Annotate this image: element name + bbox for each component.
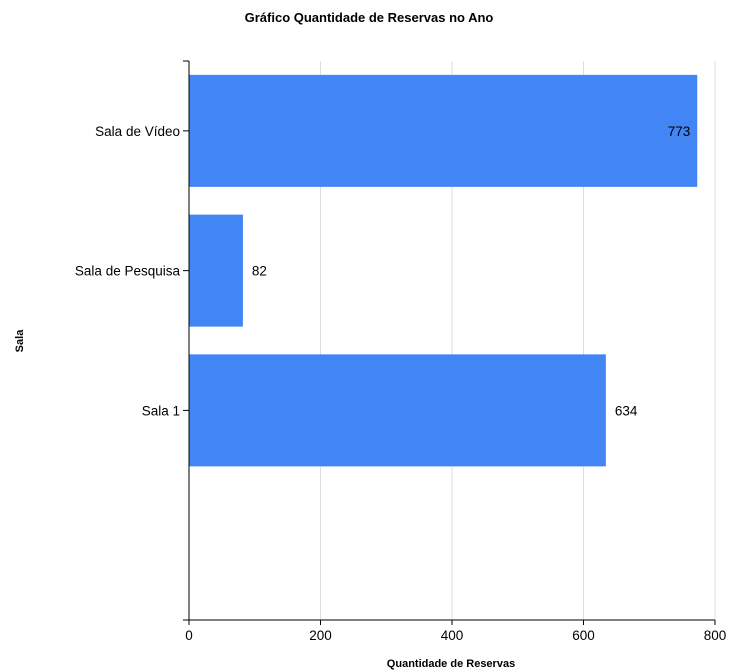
x-tick-label: 200	[309, 628, 332, 643]
x-axis-ticks: 0 200 400 600 800	[185, 620, 726, 643]
bar-0	[189, 74, 698, 187]
x-tick-label: 800	[704, 628, 727, 643]
y-tick-label: Sala 1	[142, 403, 180, 418]
x-tick-label: 600	[572, 628, 595, 643]
x-tick-label: 400	[441, 628, 464, 643]
x-axis-title: Quantidade de Reservas	[387, 658, 515, 670]
bar-2	[189, 354, 606, 467]
x-tick-label: 0	[185, 628, 193, 643]
y-tick-label: Sala de Pesquisa	[75, 264, 181, 279]
data-label: 82	[252, 264, 267, 279]
bars	[189, 74, 698, 467]
chart-title: Gráfico Quantidade de Reservas no Ano	[245, 10, 494, 25]
axes	[183, 60, 715, 621]
y-tick-label: Sala de Vídeo	[95, 124, 180, 139]
bar-1	[189, 214, 243, 327]
y-axis-title: Sala	[14, 329, 26, 353]
data-label: 773	[668, 124, 691, 139]
y-axis-ticks: Sala de Vídeo Sala de Pesquisa Sala 1	[75, 124, 189, 418]
data-labels: 773 82 634	[252, 124, 690, 419]
data-label: 634	[615, 403, 638, 418]
